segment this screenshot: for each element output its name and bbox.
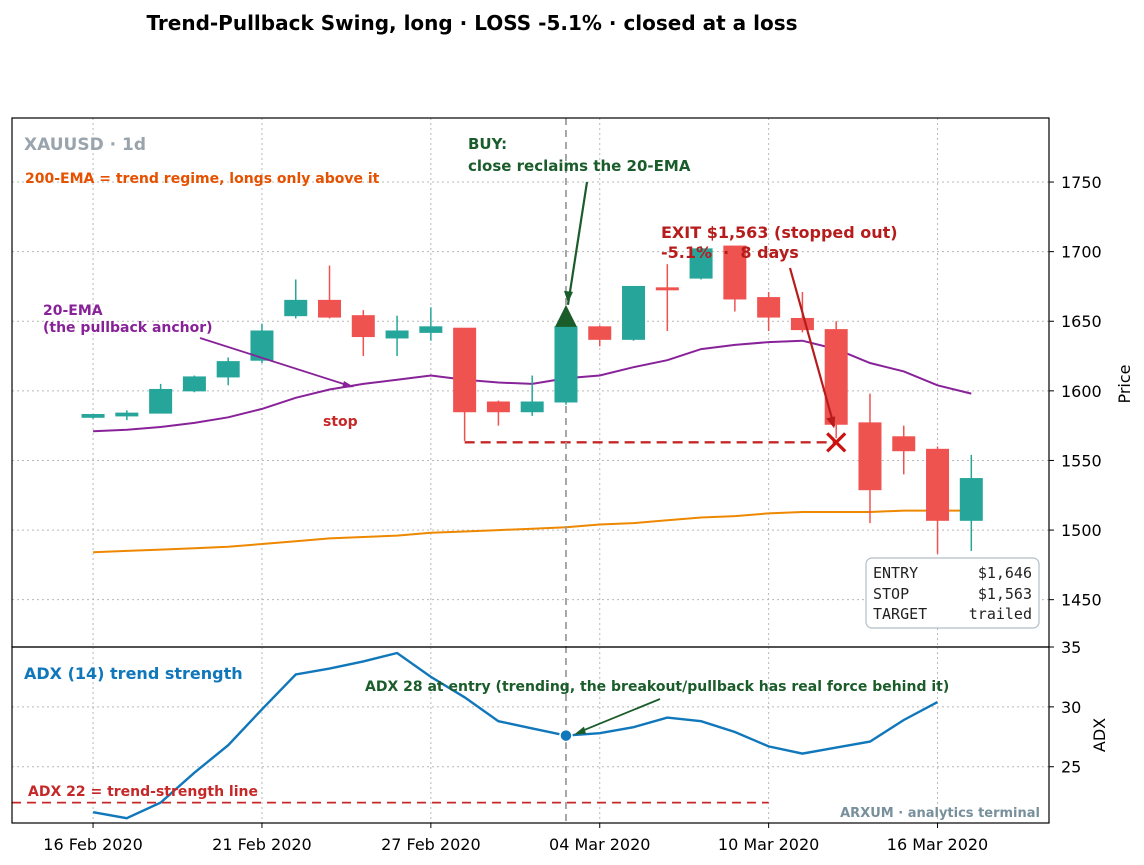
adx-entry-arrow <box>577 698 661 734</box>
candle-body <box>554 326 578 403</box>
price-y-tick-label: 1450 <box>1061 591 1102 610</box>
chart-title: Trend-Pullback Swing, long · LOSS -5.1% … <box>146 11 797 35</box>
ema20-note-line2: (the pullback anchor) <box>43 320 213 336</box>
exit-arrowhead <box>826 416 836 429</box>
x-tick-label: 27 Feb 2020 <box>381 835 481 854</box>
x-tick-label: 10 Mar 2020 <box>718 835 819 854</box>
candle-body <box>351 315 375 338</box>
candle-body <box>892 436 916 452</box>
adx-series <box>12 651 939 820</box>
candle-body <box>926 448 950 521</box>
exit-marker <box>826 432 847 453</box>
adx-entry-dot <box>559 728 573 743</box>
candle-body <box>622 285 646 340</box>
ema20-note-arrow <box>199 337 351 387</box>
info-stop-label: STOP <box>873 585 909 603</box>
adx-y-tick-label: 25 <box>1061 758 1081 777</box>
price-y-tick-label: 1700 <box>1061 243 1102 262</box>
ema200-note: 200-EMA = trend regime, longs only above… <box>25 171 380 187</box>
exit-label-line2: -5.1% · 8 days <box>661 243 799 262</box>
exit-arrow <box>788 267 836 427</box>
stop-label: stop <box>323 414 358 430</box>
x-tick-label: 16 Feb 2020 <box>43 835 143 854</box>
candle-body <box>182 376 206 392</box>
candle-body <box>689 248 713 279</box>
buy-marker <box>554 304 577 327</box>
info-box: ENTRY $1,646 STOP $1,563 TARGET trailed <box>865 557 1040 629</box>
info-target-label: TARGET <box>873 605 927 623</box>
adx-line <box>92 651 939 820</box>
adx-y-tick-label: 35 <box>1061 638 1081 657</box>
buy-arrow <box>566 181 589 305</box>
candle-body <box>959 478 983 521</box>
x-axis-ticks: 16 Feb 2020 21 Feb 2020 27 Feb 2020 04 Mar … <box>43 823 988 854</box>
adx-y-ticks: 25 30 35 <box>1049 638 1081 777</box>
candle-body <box>318 299 342 318</box>
candle-body <box>115 412 139 417</box>
adx-title: ADX (14) trend strength <box>24 664 243 683</box>
symbol-label: XAUUSD · 1d <box>24 135 146 155</box>
adx-y-axis-label: ADX <box>1090 718 1109 752</box>
candle-body <box>453 327 477 413</box>
candles <box>81 181 983 554</box>
candle-body <box>81 414 105 418</box>
adx-y-tick-label: 30 <box>1061 698 1081 717</box>
candle-body <box>824 329 848 425</box>
candle-body <box>858 422 882 491</box>
price-annotations: XAUUSD · 1d 200-EMA = trend regime, long… <box>24 135 898 430</box>
candle-body <box>757 297 781 318</box>
price-panel: XAUUSD · 1d 200-EMA = trend regime, long… <box>11 117 1134 823</box>
adx-threshold-label: ADX 22 = trend-strength line <box>28 784 258 800</box>
candle-body <box>790 317 814 331</box>
adx-entry-label: ADX 28 at entry (trending, the breakout/… <box>365 679 949 695</box>
candle-body <box>588 326 612 340</box>
ema20-note-arrowhead <box>342 381 354 388</box>
adx-grid <box>12 646 1049 823</box>
candle-body <box>655 287 679 291</box>
x-tick-label: 04 Mar 2020 <box>549 835 650 854</box>
adx-panel: ADX (14) trend strength ADX 22 = trend-s… <box>11 638 1109 824</box>
price-y-tick-label: 1750 <box>1061 173 1102 192</box>
candle-body <box>419 326 443 333</box>
exit-label-line1: EXIT $1,563 (stopped out) <box>661 223 898 242</box>
price-y-tick-label: 1600 <box>1061 382 1102 401</box>
watermark: ARXUM · analytics terminal <box>840 806 1040 821</box>
buy-arrowhead <box>563 290 573 303</box>
price-y-tick-label: 1650 <box>1061 312 1102 331</box>
price-y-axis-label: Price <box>1115 364 1134 403</box>
info-entry-label: ENTRY <box>873 564 918 582</box>
buy-label-line1: BUY: <box>468 135 507 153</box>
candle-body <box>520 401 544 413</box>
x-tick-label: 16 Mar 2020 <box>887 835 988 854</box>
adx-entry-arrowhead <box>573 726 586 735</box>
ema-line-200-ema <box>93 509 972 554</box>
price-y-tick-label: 1550 <box>1061 451 1102 470</box>
buy-label-line2: close reclaims the 20-EMA <box>468 157 691 175</box>
info-stop-value: $1,563 <box>978 585 1032 603</box>
candle-body <box>216 361 240 378</box>
candle-body <box>385 330 409 339</box>
candle-body <box>250 330 274 361</box>
ema20-note-line1: 20-EMA <box>43 303 103 319</box>
price-y-ticks: 1450 1500 1550 1600 1650 1700 1750 <box>1049 173 1102 610</box>
candle-body <box>486 401 510 413</box>
info-target-value: trailed <box>969 605 1032 623</box>
candle-body <box>149 388 173 414</box>
candle-body <box>284 299 308 317</box>
x-tick-label: 21 Feb 2020 <box>212 835 312 854</box>
price-y-tick-label: 1500 <box>1061 521 1102 540</box>
candle-body <box>723 245 747 300</box>
info-entry-value: $1,646 <box>978 564 1032 582</box>
